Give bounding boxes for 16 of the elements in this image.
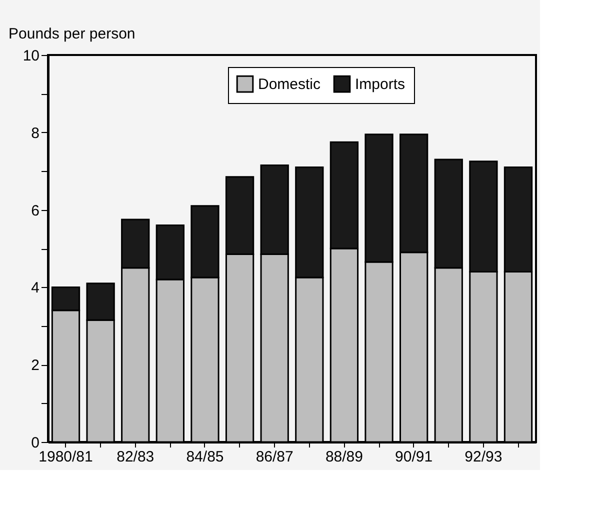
x-tick-label: 82/83	[116, 448, 154, 466]
legend-label: Imports	[355, 76, 406, 94]
legend-label: Domestic	[258, 76, 322, 94]
x-tick-label: 88/89	[325, 448, 363, 466]
x-tick-label: 92/93	[464, 448, 502, 466]
x-tick-label: 84/85	[186, 448, 224, 466]
x-tick-label: 90/91	[395, 448, 433, 466]
y-tick-label: 8	[31, 124, 40, 142]
y-tick-label: 4	[31, 280, 40, 297]
x-tick-label: 1980/81	[38, 448, 93, 466]
y-tick-label: 0	[31, 434, 40, 452]
y-tick-label: 10	[22, 48, 40, 64]
y-tick-label: 6	[31, 202, 40, 220]
x-tick-label: 86/87	[256, 448, 294, 466]
y-axis-title: Pounds per person	[8, 26, 136, 42]
y-tick-label: 2	[31, 357, 40, 374]
